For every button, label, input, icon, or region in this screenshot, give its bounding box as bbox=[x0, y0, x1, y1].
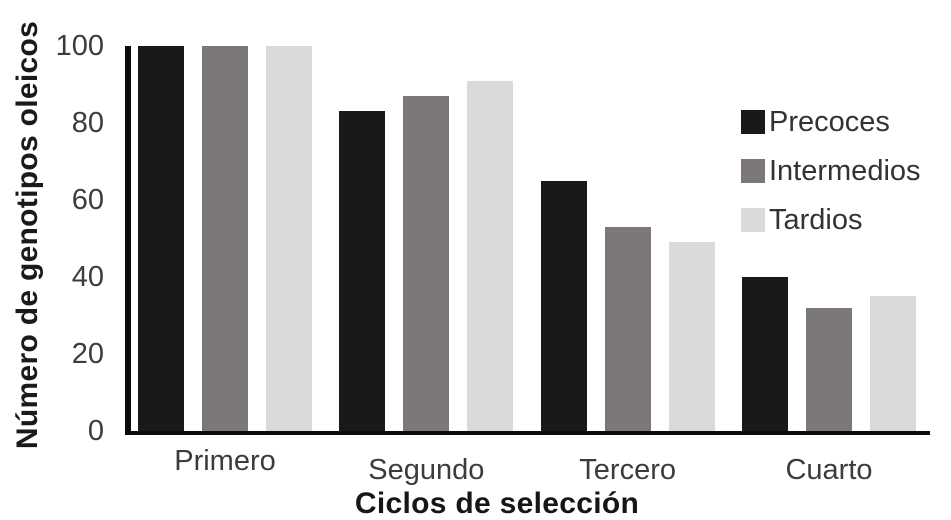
legend-item-tardios: Tardios bbox=[741, 205, 921, 235]
bar-group-primero bbox=[138, 46, 312, 431]
bar-precoces-tercero bbox=[540, 180, 587, 431]
x-tick-label: Segundo bbox=[368, 454, 485, 486]
y-tick-label: 20 bbox=[71, 338, 104, 370]
bars-container bbox=[131, 46, 930, 431]
y-tick-label: 0 bbox=[87, 415, 104, 447]
legend-label: Intermedios bbox=[769, 155, 921, 187]
bar-group-tercero bbox=[540, 46, 715, 431]
legend-item-precoces: Precoces bbox=[741, 107, 921, 137]
y-tick-label: 80 bbox=[71, 107, 104, 139]
bar-intermedios-cuarto bbox=[805, 307, 852, 431]
bar-precoces-segundo bbox=[339, 111, 386, 431]
x-tick-label: Tercero bbox=[579, 454, 677, 486]
x-axis-title: Ciclos de selección bbox=[354, 487, 640, 520]
legend-label: Tardios bbox=[769, 204, 863, 236]
bar-group-segundo bbox=[339, 46, 514, 431]
bar-tardios-segundo bbox=[467, 80, 514, 431]
plot-area bbox=[125, 46, 930, 435]
bar-tardios-cuarto bbox=[869, 296, 916, 431]
bar-tardios-primero bbox=[266, 46, 312, 431]
y-tick-label: 60 bbox=[71, 184, 104, 216]
legend-swatch-icon bbox=[741, 208, 765, 232]
y-axis-title: Número de genotipos oleicos bbox=[11, 20, 44, 450]
bar-intermedios-segundo bbox=[403, 96, 450, 431]
legend: Precoces Intermedios Tardios bbox=[741, 107, 921, 235]
bar-intermedios-primero bbox=[202, 46, 248, 431]
bar-intermedios-tercero bbox=[604, 226, 651, 431]
x-tick-label: Cuarto bbox=[785, 454, 873, 486]
x-tick-label: Primero bbox=[174, 445, 276, 477]
legend-item-intermedios: Intermedios bbox=[741, 156, 921, 186]
y-tick-label: 100 bbox=[55, 30, 104, 62]
bar-precoces-cuarto bbox=[741, 277, 788, 431]
y-tick-label: 40 bbox=[71, 261, 104, 293]
bar-precoces-primero bbox=[138, 46, 184, 431]
legend-swatch-icon bbox=[741, 110, 765, 134]
bar-group-cuarto bbox=[741, 46, 916, 431]
legend-label: Precoces bbox=[769, 106, 890, 138]
bar-tardios-tercero bbox=[668, 242, 715, 431]
legend-swatch-icon bbox=[741, 159, 765, 183]
